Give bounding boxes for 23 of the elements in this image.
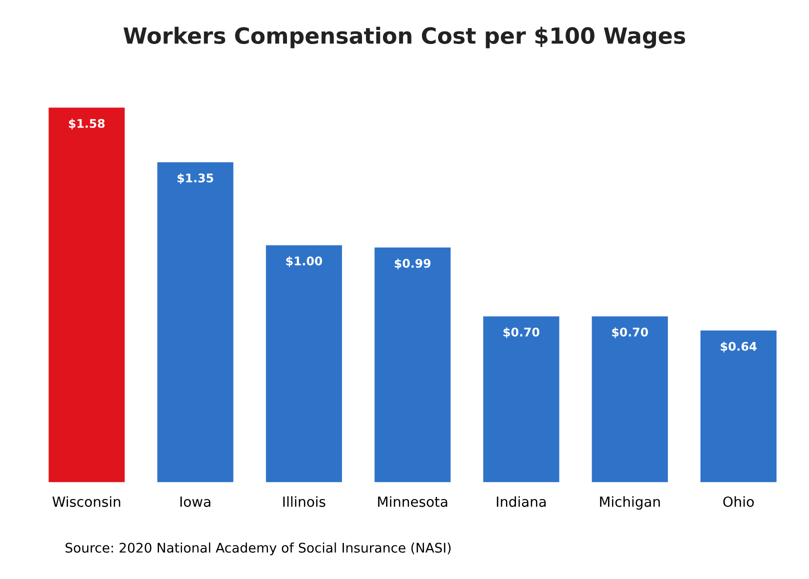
data-label: $0.70	[503, 327, 540, 338]
x-tick-label: Iowa	[180, 496, 210, 507]
bar	[157, 162, 234, 482]
x-tick-label: Illinois	[283, 496, 326, 507]
x-tick-label: Indiana	[496, 496, 546, 507]
data-label: $0.64	[720, 342, 757, 352]
data-label: $1.00	[286, 256, 322, 268]
bar	[48, 108, 125, 482]
data-label: $1.35	[178, 173, 214, 184]
x-tick-label: Michigan	[600, 496, 660, 510]
bar	[483, 316, 560, 482]
bar	[266, 245, 342, 482]
x-tick-label: Minnesota	[378, 496, 448, 507]
x-tick-label: Ohio	[723, 496, 754, 507]
bar	[374, 248, 451, 482]
bar	[700, 330, 777, 482]
data-label: $0.70	[612, 327, 648, 338]
chart-title: Workers Compensation Cost per $100 Wages	[124, 26, 686, 48]
x-tick-label: Wisconsin	[52, 496, 120, 507]
data-label: $0.99	[394, 258, 431, 270]
data-label: $1.58	[68, 118, 105, 130]
source-note: Source: 2020 National Academy of Social Insurance (NASI)	[66, 542, 451, 556]
bar	[592, 316, 668, 482]
